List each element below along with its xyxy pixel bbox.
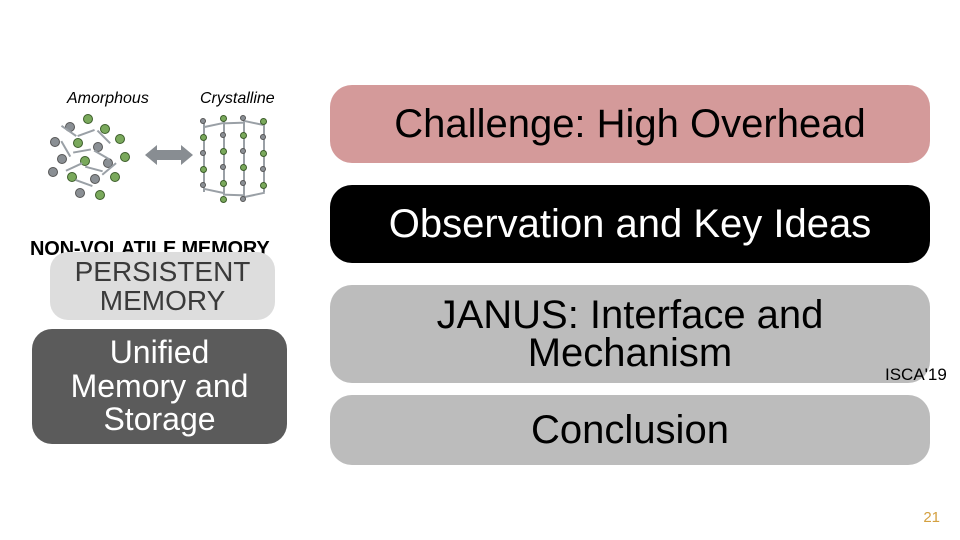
amorphous-cluster bbox=[45, 112, 135, 202]
pill-challenge: Challenge: High Overhead bbox=[330, 85, 930, 163]
crystalline-lattice bbox=[195, 112, 285, 202]
slide: Amorphous Crystalline bbox=[0, 0, 960, 540]
diagram-label-crystalline: Crystalline bbox=[200, 90, 275, 108]
pill-text: Challenge: High Overhead bbox=[394, 103, 865, 145]
pill-unified-memory-storage: UnifiedMemory andStorage bbox=[32, 329, 287, 444]
pill-text: PERSISTENTMEMORY bbox=[75, 257, 251, 316]
venue-label: ISCA'19 bbox=[885, 365, 947, 385]
page-number: 21 bbox=[923, 509, 940, 526]
diagram-label-amorphous: Amorphous bbox=[67, 90, 149, 108]
bidirectional-arrow-icon bbox=[145, 145, 193, 165]
pill-janus: JANUS: Interface andMechanism bbox=[330, 285, 930, 383]
pill-observation: Observation and Key Ideas bbox=[330, 185, 930, 263]
pill-text: Observation and Key Ideas bbox=[389, 203, 872, 245]
pill-text: Conclusion bbox=[531, 409, 729, 451]
pill-persistent-memory: PERSISTENTMEMORY bbox=[50, 252, 275, 320]
pill-text: UnifiedMemory andStorage bbox=[71, 336, 249, 437]
pill-conclusion: Conclusion bbox=[330, 395, 930, 465]
pill-text: JANUS: Interface andMechanism bbox=[437, 296, 824, 372]
phase-diagram: Amorphous Crystalline bbox=[45, 90, 290, 220]
